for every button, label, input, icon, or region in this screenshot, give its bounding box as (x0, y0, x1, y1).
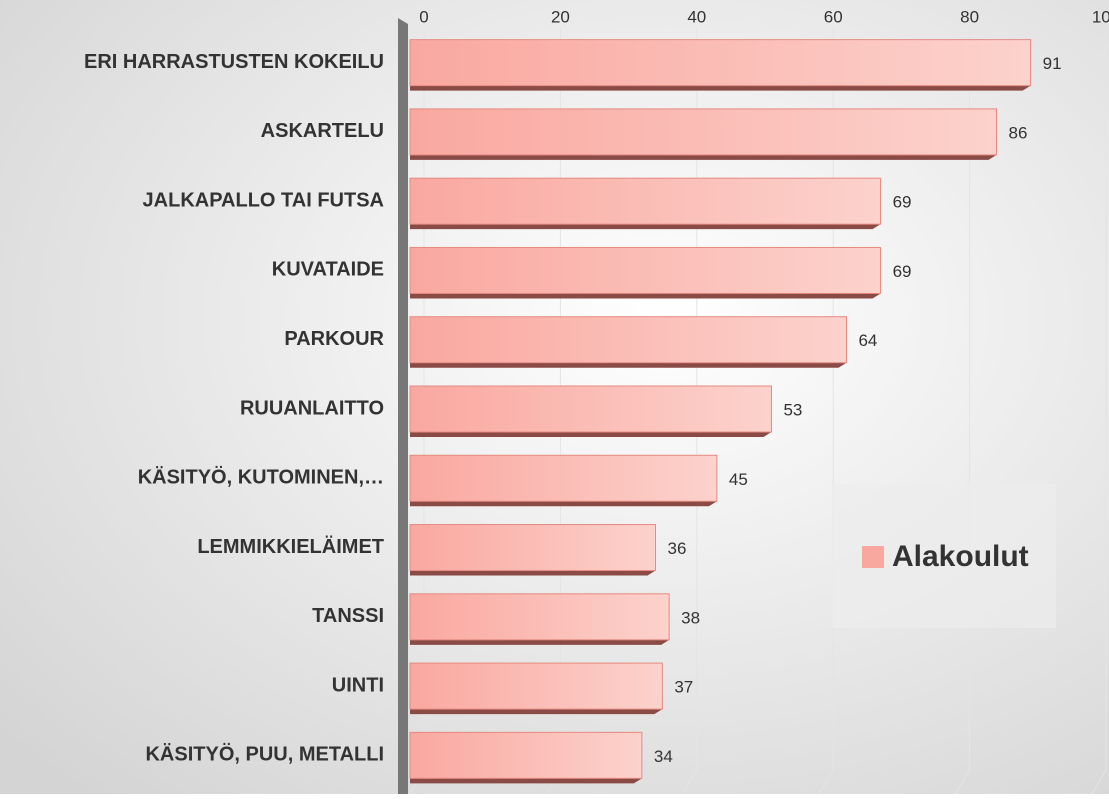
bar (409, 731, 643, 779)
y-tick-label: UINTI (332, 674, 384, 696)
x-tick-label: 60 (824, 7, 843, 26)
bar-shadow (410, 154, 997, 160)
data-label: 64 (858, 331, 877, 350)
legend-label: Alakoulut (892, 540, 1029, 573)
bar-shadow (410, 639, 670, 645)
bar (409, 246, 882, 294)
bar-shadow (410, 501, 717, 507)
data-label: 69 (893, 262, 912, 281)
bar (409, 524, 657, 572)
bar (409, 662, 663, 710)
y-tick-label: PARKOUR (284, 328, 384, 350)
legend-swatch (862, 546, 884, 568)
bar (409, 177, 882, 225)
bar-shadow (410, 362, 847, 368)
bar (409, 39, 1032, 87)
x-tick-label: 20 (551, 7, 570, 26)
y-tick-label: RUUANLAITTO (240, 397, 384, 419)
bar (409, 593, 670, 641)
bar (409, 385, 772, 433)
grid-line-floor (682, 769, 698, 795)
y-tick-label: KUVATAIDE (272, 259, 384, 281)
y-tick-label: LEMMIKKIELÄIMET (197, 535, 384, 558)
bar-shadow (410, 85, 1031, 91)
bar-shadow (410, 709, 663, 715)
bar (409, 454, 718, 502)
bar-shadow (410, 570, 656, 576)
bar-shadow (410, 432, 772, 437)
x-tick-label: 100 (1092, 7, 1109, 26)
bar (409, 316, 847, 364)
data-label: 45 (729, 470, 748, 489)
grid-line-floor (955, 769, 971, 795)
y-tick-label: JALKAPALLO TAI FUTSA (143, 189, 384, 211)
x-tick-label: 80 (960, 7, 979, 26)
x-tick-label: 40 (687, 7, 706, 26)
y-tick-label: ERI HARRASTUSTEN KOKEILU (84, 51, 384, 73)
data-label: 37 (674, 678, 693, 697)
data-label: 38 (681, 608, 700, 627)
y-tick-label: KÄSITYÖ, PUU, METALLI (145, 743, 384, 766)
data-label: 69 (893, 193, 912, 212)
data-label: 53 (783, 400, 802, 419)
x-tick-label: 0 (419, 7, 428, 26)
data-label: 34 (654, 747, 673, 766)
data-label: 91 (1043, 54, 1062, 73)
data-label: 86 (1009, 123, 1028, 142)
bar-shadow (410, 293, 881, 299)
grid-line-floor (1091, 769, 1107, 795)
bar-shadow (410, 224, 881, 230)
y-tick-label: ASKARTELU (261, 120, 384, 142)
data-label: 36 (668, 539, 687, 558)
y-tick-label: KÄSITYÖ, KUTOMINEN,… (138, 466, 384, 489)
grid-line-floor (818, 769, 834, 795)
bar (409, 108, 998, 156)
side-wall (398, 18, 408, 794)
bar-shadow (410, 778, 642, 784)
y-tick-label: TANSSI (312, 605, 384, 627)
